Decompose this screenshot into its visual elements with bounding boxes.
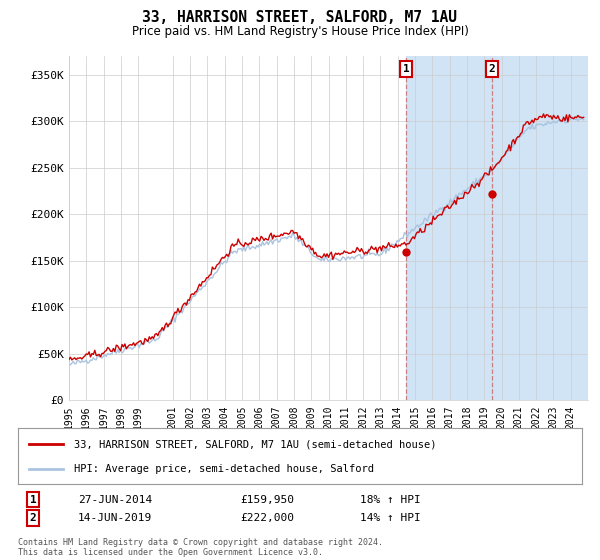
Text: 18% ↑ HPI: 18% ↑ HPI	[360, 494, 421, 505]
Bar	[492, 56, 588, 400]
Text: £159,950: £159,950	[240, 494, 294, 505]
Text: Contains HM Land Registry data © Crown copyright and database right 2024.
This d: Contains HM Land Registry data © Crown c…	[18, 538, 383, 557]
Text: 2: 2	[29, 513, 37, 523]
Text: 33, HARRISON STREET, SALFORD, M7 1AU: 33, HARRISON STREET, SALFORD, M7 1AU	[143, 10, 458, 25]
Bar	[406, 56, 492, 400]
Text: 27-JUN-2014: 27-JUN-2014	[78, 494, 152, 505]
Text: 1: 1	[403, 64, 410, 74]
Text: 14-JUN-2019: 14-JUN-2019	[78, 513, 152, 523]
Text: HPI: Average price, semi-detached house, Salford: HPI: Average price, semi-detached house,…	[74, 464, 374, 474]
Text: 33, HARRISON STREET, SALFORD, M7 1AU (semi-detached house): 33, HARRISON STREET, SALFORD, M7 1AU (se…	[74, 439, 437, 449]
Text: 14% ↑ HPI: 14% ↑ HPI	[360, 513, 421, 523]
Text: Price paid vs. HM Land Registry's House Price Index (HPI): Price paid vs. HM Land Registry's House …	[131, 25, 469, 38]
Text: £222,000: £222,000	[240, 513, 294, 523]
Text: 1: 1	[29, 494, 37, 505]
Text: 2: 2	[488, 64, 495, 74]
